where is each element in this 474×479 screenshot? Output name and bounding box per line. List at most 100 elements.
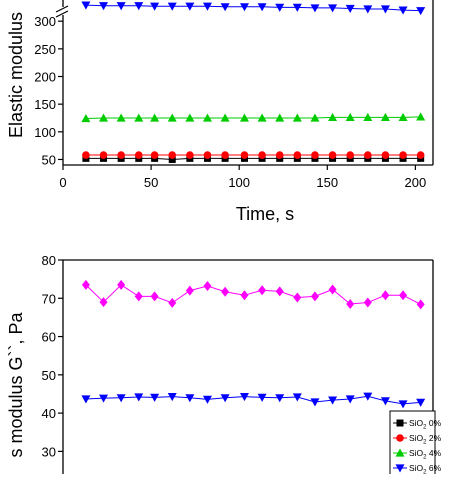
axis-break-mark — [55, 5, 69, 13]
data-point — [381, 151, 390, 159]
data-point — [99, 151, 108, 159]
data-point — [81, 279, 90, 290]
legend-label: SiO2 2% — [409, 433, 442, 446]
legend-marker — [395, 448, 405, 457]
axis-break-gap — [55, 7, 71, 15]
data-point — [258, 285, 267, 296]
data-point — [99, 394, 109, 403]
data-point — [257, 113, 267, 122]
data-point — [310, 398, 320, 407]
data-point — [117, 151, 125, 159]
data-point — [328, 151, 337, 159]
x-tick-label: 100 — [228, 175, 250, 190]
data-point — [275, 113, 285, 122]
data-point — [185, 113, 195, 122]
data-point — [221, 286, 230, 297]
data-point — [398, 6, 408, 15]
data-point — [399, 290, 408, 301]
data-point — [258, 151, 266, 159]
data-point — [416, 398, 426, 407]
data-point — [416, 151, 425, 159]
y-tick-label: 30 — [42, 444, 56, 459]
data-point — [364, 151, 372, 159]
data-point — [310, 4, 320, 13]
x-tick-label: 200 — [405, 175, 427, 190]
data-point — [257, 3, 267, 12]
data-point — [150, 151, 159, 159]
data-point — [82, 151, 90, 159]
data-point — [328, 396, 338, 405]
bottom-chart: 30 40 50 60 70 80 s modulus G``, Pa SiO2 0% SiO2… — [6, 253, 442, 479]
data-point — [167, 2, 177, 11]
data-point — [380, 397, 390, 406]
y-axis-label: Elastic modulus — [6, 12, 26, 138]
data-point — [203, 281, 212, 292]
data-point — [293, 151, 302, 159]
series-line — [85, 4, 421, 12]
legend-label: SiO2 6% — [409, 463, 442, 474]
data-point — [81, 395, 91, 404]
data-point — [292, 113, 302, 122]
legend-marker — [396, 419, 404, 427]
data-point — [275, 286, 284, 297]
x-tick-label: 150 — [316, 175, 338, 190]
y-tick-label: 70 — [42, 291, 56, 306]
data-point — [398, 112, 408, 122]
y-tick-label: 250 — [34, 42, 56, 57]
data-point — [363, 112, 373, 122]
data-point — [134, 113, 144, 122]
data-point — [134, 393, 144, 402]
data-point — [150, 2, 160, 11]
legend-marker — [395, 464, 405, 473]
data-point — [416, 299, 425, 310]
data-point — [168, 297, 177, 308]
data-point — [150, 291, 159, 302]
y-tick-label: 80 — [42, 253, 56, 268]
data-point — [117, 279, 126, 290]
data-point — [99, 113, 109, 122]
data-point — [381, 290, 390, 301]
data-point — [345, 4, 355, 13]
y-tick-label: 50 — [42, 152, 56, 167]
legend-label: SiO2 4% — [409, 448, 442, 461]
data-point — [220, 394, 230, 403]
data-point — [186, 151, 194, 159]
data-point — [328, 284, 337, 295]
y-tick-label: 300 — [34, 14, 56, 29]
data-point — [345, 112, 355, 122]
data-point — [202, 395, 212, 404]
data-point — [240, 290, 249, 301]
data-point — [81, 1, 91, 10]
data-point — [399, 151, 407, 159]
data-point — [275, 151, 284, 159]
data-point — [185, 285, 194, 296]
data-point — [185, 2, 195, 11]
data-point — [168, 155, 176, 163]
data-point — [346, 151, 354, 159]
data-point — [380, 5, 390, 14]
y-tick-label: 200 — [34, 70, 56, 85]
data-point — [257, 393, 267, 402]
data-point — [292, 3, 302, 12]
data-point — [416, 7, 426, 16]
data-point — [116, 113, 126, 122]
data-point — [275, 3, 285, 12]
data-point — [202, 2, 212, 11]
legend-marker — [396, 434, 404, 442]
data-point — [363, 297, 372, 308]
data-point — [150, 113, 160, 122]
data-point — [345, 395, 355, 404]
data-point — [293, 292, 302, 303]
y-tick-label: 50 — [42, 368, 56, 383]
data-point — [310, 291, 319, 302]
data-point — [239, 3, 249, 12]
data-point — [240, 151, 249, 159]
data-point — [220, 113, 230, 122]
data-point — [150, 393, 160, 402]
data-point — [416, 112, 426, 121]
data-point — [380, 112, 390, 122]
data-point — [275, 394, 285, 403]
data-point — [167, 113, 177, 122]
y-tick-label: 60 — [42, 330, 56, 345]
